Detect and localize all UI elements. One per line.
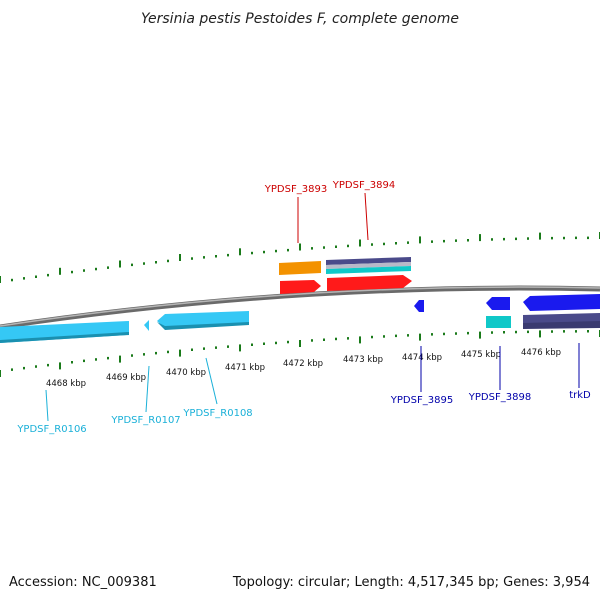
label-connectors [45,192,580,422]
gene-labels: YPDSF_3893 YPDSF_3894 YPDSF_3895 YPDSF_3… [16,180,591,435]
scale-label-4472: 4472 kbp [283,359,323,369]
gene-arrow-ypdsf-3894[interactable] [327,275,412,291]
genome-title: Yersinia pestis Pestoides F, complete ge… [141,11,459,27]
scale-label-4470: 4470 kbp [166,368,206,378]
scale-label-4474: 4474 kbp [402,353,442,363]
feature-teal-block[interactable] [486,316,511,328]
gene-label-ypdsf-3894[interactable]: YPDSF_3894 [332,180,395,191]
rna-arrow-ypdsf-r0106-shade [0,332,129,343]
gene-label-ypdsf-r0106[interactable]: YPDSF_R0106 [16,424,86,435]
scale-label-4476: 4476 kbp [521,348,561,358]
feature-teal-stripe[interactable] [326,266,411,274]
inner-scale-ticks [0,330,600,377]
rna-arrow-ypdsf-r0107[interactable] [144,320,149,331]
scale-label-4473: 4473 kbp [343,355,383,365]
scale-labels: 4468 kbp 4469 kbp 4470 kbp 4471 kbp 4472… [46,348,561,389]
outer-scale-ticks [0,232,600,283]
connector-ypdsf-r0108 [205,357,218,405]
scale-label-4468: 4468 kbp [46,379,86,389]
gene-arrow-ypdsf-3893[interactable] [280,280,321,294]
gene-label-ypdsf-3898[interactable]: YPDSF_3898 [468,392,531,403]
gene-arrow-trkd[interactable] [523,294,600,311]
forward-features [279,257,412,294]
gene-arrow-ypdsf-3895[interactable] [414,300,424,312]
feature-slate-stripe [326,262,411,269]
rna-arrow-ypdsf-r0108-shade [157,322,249,330]
genome-backbone-highlight [0,286,600,327]
gene-label-ypdsf-3893[interactable]: YPDSF_3893 [264,184,327,195]
scale-label-4469: 4469 kbp [106,373,146,383]
gene-arrow-ypdsf-3898[interactable] [486,297,510,310]
genome-summary-text: Topology: circular; Length: 4,517,345 bp… [232,575,590,590]
genome-backbone [0,285,600,330]
connector-ypdsf-3894 [364,192,369,241]
accession-text: Accession: NC_009381 [9,575,157,590]
gene-label-trkd[interactable]: trkD [569,390,591,401]
reverse-features [0,294,600,343]
connector-ypdsf-r0107 [145,365,150,413]
feature-orange-block[interactable] [279,261,321,275]
connector-ypdsf-r0106 [45,389,49,422]
rna-arrow-ypdsf-r0106[interactable] [0,321,129,343]
scale-label-4475: 4475 kbp [461,350,501,360]
gene-label-ypdsf-r0107[interactable]: YPDSF_R0107 [110,415,180,426]
gene-label-ypdsf-3895[interactable]: YPDSF_3895 [390,395,453,406]
gene-label-ypdsf-r0108[interactable]: YPDSF_R0108 [182,408,252,419]
feature-slate-block-right-shade [523,321,600,329]
feature-slate-block[interactable] [326,257,411,265]
scale-label-4471: 4471 kbp [225,363,265,373]
